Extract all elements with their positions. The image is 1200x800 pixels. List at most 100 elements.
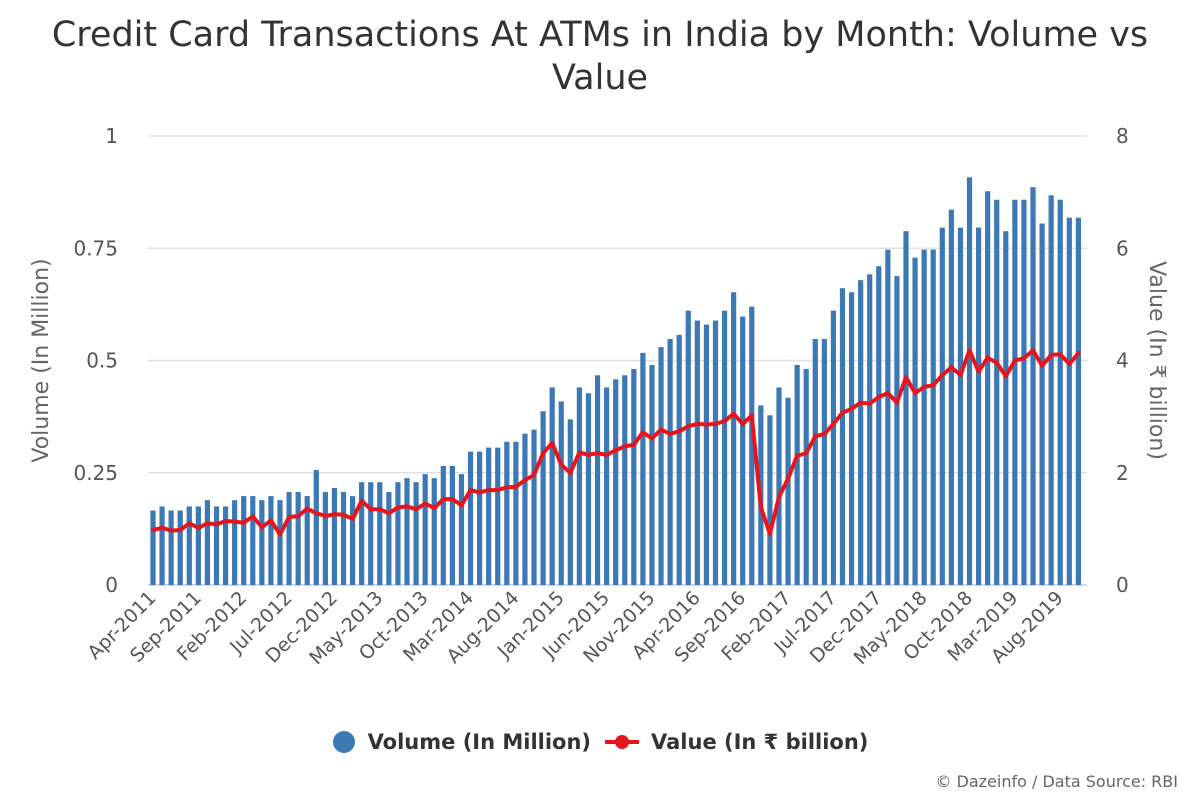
value-point: [940, 373, 945, 378]
value-point: [631, 442, 636, 447]
volume-bar: [585, 393, 592, 585]
volume-bar: [540, 411, 546, 585]
volume-bar: [731, 292, 737, 585]
y2-tick-label: 4: [1116, 349, 1129, 373]
volume-bar: [767, 415, 773, 585]
volume-bar: [259, 500, 265, 585]
value-point: [1058, 352, 1063, 357]
volume-bar: [304, 496, 310, 585]
volume-bar: [213, 506, 220, 585]
value-point: [622, 444, 627, 449]
value-point: [922, 384, 927, 389]
value-point: [232, 519, 237, 524]
value-point: [513, 484, 518, 489]
volume-bar: [241, 496, 247, 585]
value-point: [1012, 358, 1017, 363]
volume-bar: [604, 387, 610, 585]
volume-bar: [186, 506, 192, 585]
value-point: [169, 528, 174, 533]
volume-bar: [975, 227, 982, 585]
volume-bar: [504, 441, 510, 585]
volume-bar: [286, 492, 292, 585]
volume-bar: [848, 292, 855, 585]
legend-item-value[interactable]: Value (In ₹ billion): [605, 730, 868, 754]
volume-bar: [232, 500, 238, 585]
volume-bar: [876, 266, 882, 585]
value-point: [795, 453, 800, 458]
value-point: [441, 497, 446, 502]
volume-bar: [440, 466, 446, 585]
volume-bar: [431, 478, 437, 585]
value-point: [586, 452, 591, 457]
y-tick-label: 0.25: [73, 461, 118, 485]
volume-bar: [404, 478, 410, 585]
volume-bar: [821, 338, 827, 585]
volume-bar: [939, 227, 945, 585]
y2-tick-label: 8: [1116, 124, 1129, 148]
value-point: [386, 511, 391, 516]
value-point: [359, 498, 364, 503]
volume-bar: [712, 320, 719, 585]
volume-bar: [885, 249, 891, 586]
volume-bar: [957, 227, 964, 585]
legend-value-marker-icon: [605, 735, 640, 749]
volume-bar: [776, 387, 782, 585]
value-point: [867, 401, 872, 406]
value-point: [813, 434, 818, 439]
volume-bar: [313, 470, 319, 585]
volume-bar: [685, 310, 691, 585]
value-point: [577, 450, 582, 455]
value-point: [259, 525, 264, 530]
value-point: [931, 383, 936, 388]
volume-bar: [830, 310, 837, 585]
value-point: [377, 507, 382, 512]
y-tick-label: 0.5: [86, 349, 118, 373]
volume-bar: [749, 306, 755, 585]
volume-bar: [1057, 199, 1063, 585]
value-point: [341, 512, 346, 517]
value-point: [1031, 348, 1036, 353]
volume-bar: [1003, 231, 1009, 586]
volume-bar: [567, 419, 573, 585]
value-point: [459, 503, 464, 508]
value-point: [659, 427, 664, 432]
value-point: [568, 470, 573, 475]
value-point: [776, 494, 781, 499]
value-point: [749, 413, 754, 418]
value-point: [686, 424, 691, 429]
value-point: [332, 512, 337, 517]
volume-bar: [368, 482, 374, 585]
value-point: [395, 505, 400, 510]
volume-bar: [168, 510, 174, 585]
volume-bar: [858, 280, 864, 585]
value-point: [250, 514, 255, 519]
legend-item-volume[interactable]: Volume (In Million): [332, 730, 591, 754]
volume-bar: [331, 488, 338, 585]
volume-bar: [277, 500, 283, 585]
volume-bar: [803, 369, 809, 585]
value-point: [731, 411, 736, 416]
value-point: [677, 429, 682, 434]
volume-bar: [322, 492, 328, 585]
legend-value-label: Value (In ₹ billion): [651, 730, 869, 754]
value-point: [559, 462, 564, 467]
volume-bar: [549, 387, 555, 585]
value-point: [831, 421, 836, 426]
value-point: [640, 430, 645, 435]
volume-bar: [558, 401, 564, 585]
volume-bar: [867, 274, 873, 585]
volume-bar: [576, 387, 582, 585]
value-point: [350, 516, 355, 521]
volume-bar: [1021, 199, 1027, 585]
volume-bar: [422, 474, 428, 585]
volume-bar: [721, 310, 728, 585]
volume-bar: [794, 364, 800, 585]
value-point: [713, 421, 718, 426]
value-point: [849, 406, 854, 411]
volume-bar: [613, 379, 619, 585]
volume-bar: [349, 496, 356, 585]
value-point: [486, 488, 491, 493]
y-tick-label: 0: [105, 573, 118, 597]
volume-bar: [985, 191, 991, 586]
